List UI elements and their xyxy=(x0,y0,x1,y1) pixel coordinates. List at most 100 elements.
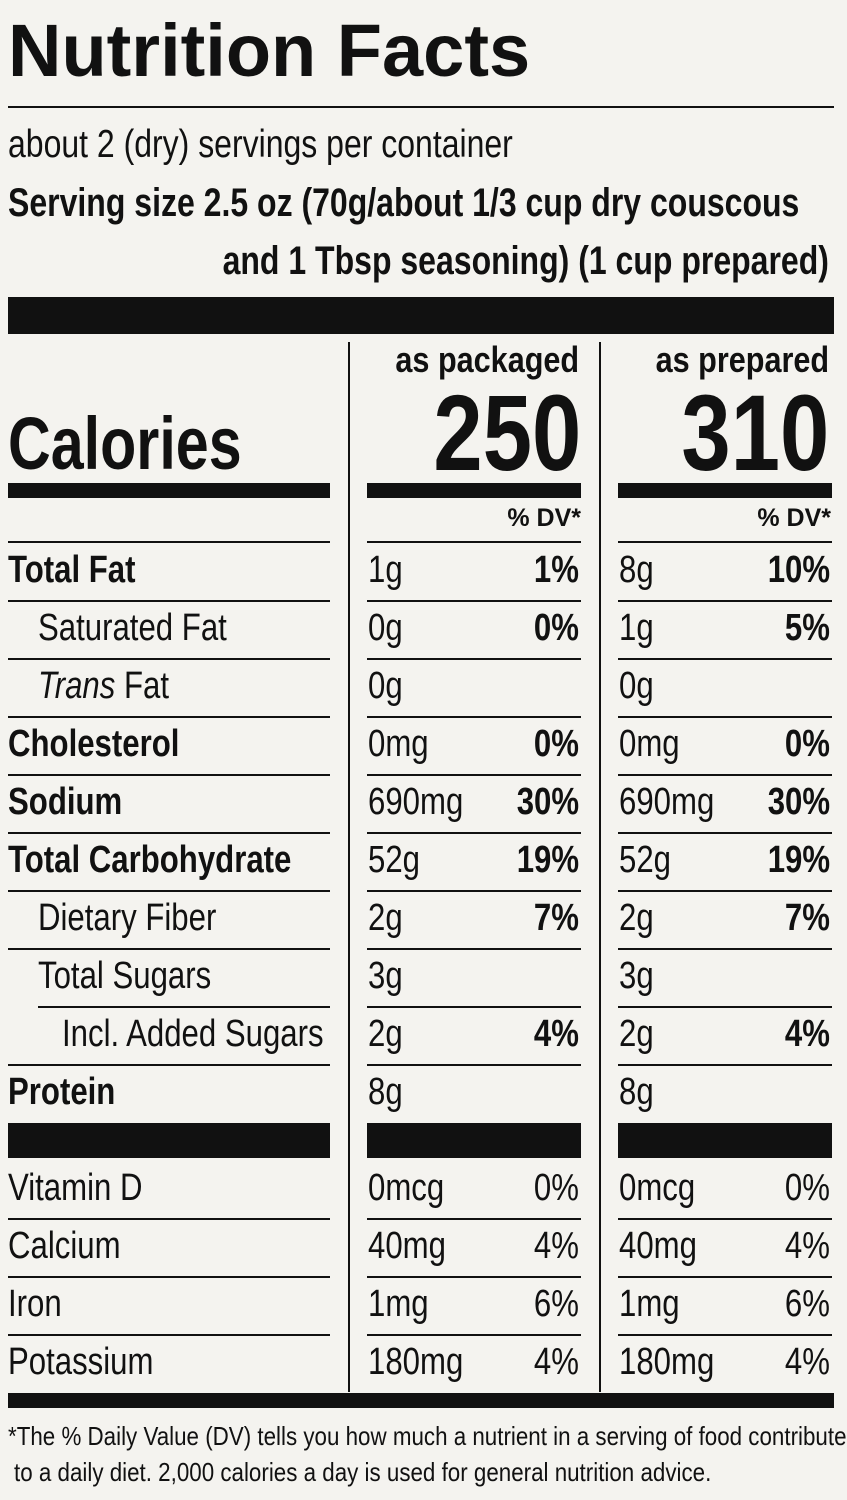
nutrient-label: Incl. Added Sugars xyxy=(62,1013,324,1055)
packaged-dv: 0% xyxy=(533,607,579,649)
row-rule-left xyxy=(8,832,330,834)
nutrient-label: Total Sugars xyxy=(38,955,212,997)
vitamin-rule-mid xyxy=(367,1218,581,1220)
vitamin-rule-right xyxy=(618,1276,832,1278)
prepared-amount: 0mg xyxy=(619,723,680,765)
vitamin-prepared-amount: 1mg xyxy=(619,1283,680,1325)
thick-bar-top xyxy=(8,297,834,334)
serving-size-line-1: Serving size 2.5 oz (70g/about 1/3 cup d… xyxy=(8,181,800,225)
packaged-amount: 52g xyxy=(368,839,420,881)
vitamin-packaged-dv: 4% xyxy=(533,1225,579,1267)
prepared-amount: 1g xyxy=(619,607,654,649)
dv-header-prepared: % DV* xyxy=(757,504,831,532)
row-rule-mid xyxy=(367,948,581,950)
packaged-amount: 2g xyxy=(368,1013,403,1055)
prepared-dv: 7% xyxy=(784,897,830,939)
nutrient-label: Saturated Fat xyxy=(38,607,227,649)
row-rule-right xyxy=(618,1064,832,1066)
prepared-amount: 2g xyxy=(619,897,654,939)
row-rule-left xyxy=(8,774,330,776)
nutrient-label: Cholesterol xyxy=(8,723,180,765)
title-divider xyxy=(8,106,834,108)
packaged-dv: 4% xyxy=(533,1013,579,1055)
row-rule-left xyxy=(8,1064,330,1066)
packaged-dv: 19% xyxy=(516,839,579,881)
row-rule-right xyxy=(618,600,832,602)
footnote-line-1: *The % Daily Value (DV) tells you how mu… xyxy=(8,1421,847,1451)
prepared-amount: 8g xyxy=(619,549,654,591)
calories-label: Calories xyxy=(8,402,242,485)
packaged-amount: 0g xyxy=(368,607,403,649)
vitamin-prepared-dv: 4% xyxy=(784,1225,830,1267)
column-divider-1 xyxy=(348,342,350,1392)
prepared-dv: 5% xyxy=(784,607,830,649)
packaged-dv: 30% xyxy=(516,781,579,823)
row-rule-right xyxy=(618,1006,832,1008)
vitamin-packaged-dv: 0% xyxy=(533,1167,579,1209)
vitamin-packaged-amount: 40mg xyxy=(368,1225,446,1267)
calories-bar-mid xyxy=(367,483,581,498)
row-rule-mid xyxy=(367,890,581,892)
row-rule-mid xyxy=(367,658,581,660)
vitamin-prepared-amount: 40mg xyxy=(619,1225,697,1267)
row-rule-left xyxy=(8,716,330,718)
nutrient-label-italic: Trans xyxy=(38,665,116,707)
dv-header-packaged: % DV* xyxy=(507,504,581,532)
vitamin-rule-right xyxy=(618,1218,832,1220)
vitamin-prepared-dv: 0% xyxy=(784,1167,830,1209)
vitamin-packaged-amount: 180mg xyxy=(368,1341,464,1383)
dv-header-rule-right xyxy=(618,541,832,543)
nutrient-label-rest: Fat xyxy=(115,665,170,707)
prepared-dv: 19% xyxy=(767,839,830,881)
column-header-prepared: as prepared xyxy=(655,339,829,380)
servings-per-container: about 2 (dry) servings per container xyxy=(8,123,513,166)
vitamin-bar-mid xyxy=(367,1123,581,1158)
vitamin-prepared-amount: 0mcg xyxy=(619,1167,696,1209)
row-rule-mid xyxy=(367,774,581,776)
row-rule-right xyxy=(618,716,832,718)
row-rule-right xyxy=(618,948,832,950)
row-rule-mid xyxy=(367,1006,581,1008)
row-rule-mid xyxy=(367,600,581,602)
nutrient-label: Sodium xyxy=(8,781,123,823)
calories-bar-right xyxy=(618,483,832,498)
packaged-dv: 7% xyxy=(533,897,579,939)
nutrient-label: Protein xyxy=(8,1071,116,1113)
calories-packaged: 250 xyxy=(433,372,581,493)
vitamin-rule-mid xyxy=(367,1334,581,1336)
row-rule-left xyxy=(8,890,330,892)
packaged-amount: 8g xyxy=(368,1071,403,1113)
prepared-amount: 2g xyxy=(619,1013,654,1055)
calories-prepared: 310 xyxy=(681,372,829,493)
nutrient-label: Trans Fat xyxy=(38,664,169,708)
vitamin-packaged-amount: 1mg xyxy=(368,1283,429,1325)
nutrient-label: Total Carbohydrate xyxy=(8,839,292,881)
vitamin-label: Vitamin D xyxy=(8,1167,143,1209)
prepared-dv: 30% xyxy=(767,781,830,823)
vitamin-rule-mid xyxy=(367,1276,581,1278)
label-title: Nutrition Facts xyxy=(8,9,531,92)
vitamin-bar-left xyxy=(8,1123,330,1158)
vitamin-rule-right xyxy=(618,1334,832,1336)
prepared-amount: 690mg xyxy=(619,781,715,823)
vitamin-label: Calcium xyxy=(8,1225,121,1267)
packaged-amount: 2g xyxy=(368,897,403,939)
row-rule-left xyxy=(8,658,330,660)
serving-size-line-2: and 1 Tbsp seasoning) (1 cup prepared) xyxy=(222,239,829,283)
vitamin-prepared-dv: 6% xyxy=(784,1283,830,1325)
vitamin-label: Potassium xyxy=(8,1341,154,1383)
packaged-amount: 1g xyxy=(368,549,403,591)
vitamin-prepared-dv: 4% xyxy=(784,1341,830,1383)
prepared-amount: 8g xyxy=(619,1071,654,1113)
prepared-dv: 10% xyxy=(767,549,830,591)
vitamin-label: Iron xyxy=(8,1283,62,1325)
packaged-dv: 0% xyxy=(533,723,579,765)
thick-bar-bottom xyxy=(8,1393,834,1408)
packaged-amount: 0mg xyxy=(368,723,429,765)
prepared-amount: 52g xyxy=(619,839,671,881)
row-rule-left xyxy=(8,948,330,950)
row-rule-left xyxy=(38,1006,330,1008)
dv-header-rule-left xyxy=(8,541,330,543)
row-rule-right xyxy=(618,832,832,834)
nutrient-label: Total Fat xyxy=(8,549,136,591)
